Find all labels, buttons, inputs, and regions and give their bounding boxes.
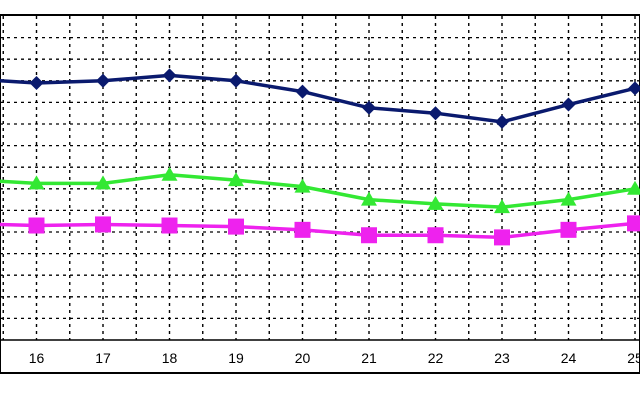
point-triangle-17	[95, 175, 111, 190]
x-tick-label: 17	[95, 350, 111, 366]
point-square-25	[627, 215, 640, 232]
point-triangle-19	[228, 172, 244, 187]
x-tick-label: 19	[228, 350, 244, 366]
point-diamond-20	[295, 84, 310, 99]
point-triangle-21	[361, 191, 377, 206]
point-diamond-23	[495, 114, 509, 129]
point-square-18	[161, 217, 178, 234]
series-line-diamond	[0, 73, 636, 124]
point-triangle-20	[294, 178, 311, 193]
point-square-23	[494, 229, 510, 246]
point-triangle-25	[627, 180, 640, 195]
x-tick-label: 25	[627, 350, 640, 366]
point-square-22	[427, 227, 444, 244]
point-square-16	[28, 217, 45, 234]
point-diamond-17	[96, 73, 110, 88]
x-tick-label: 20	[295, 350, 311, 366]
point-triangle-24	[560, 191, 577, 206]
point-square-24	[560, 221, 577, 238]
point-square-19	[228, 218, 244, 235]
point-square-21	[361, 227, 377, 244]
chart-border	[0, 14, 640, 374]
x-tick-label: 22	[428, 350, 444, 366]
point-diamond-19	[229, 73, 243, 88]
point-triangle-22	[427, 195, 444, 210]
point-square-17	[95, 216, 111, 233]
point-diamond-25	[628, 81, 640, 96]
point-diamond-18	[162, 68, 177, 83]
x-tick-label: 21	[361, 350, 377, 366]
point-triangle-16	[28, 175, 45, 190]
point-diamond-24	[561, 97, 576, 112]
x-tick-label: 18	[162, 350, 178, 366]
point-triangle-23	[494, 199, 510, 214]
point-triangle-18	[161, 166, 178, 181]
point-diamond-16	[29, 75, 44, 90]
x-axis-ticks: 16 17 18 19 20 21 22 23 24 25	[29, 350, 640, 366]
x-tick-label: 23	[494, 350, 510, 366]
grid	[0, 16, 640, 341]
x-tick-label: 16	[29, 350, 45, 366]
point-diamond-22	[428, 106, 443, 121]
x-tick-label: 24	[561, 350, 577, 366]
point-diamond-21	[362, 100, 376, 115]
series-line-triangle	[0, 173, 636, 209]
series-layer	[0, 68, 640, 246]
point-square-20	[294, 221, 311, 238]
